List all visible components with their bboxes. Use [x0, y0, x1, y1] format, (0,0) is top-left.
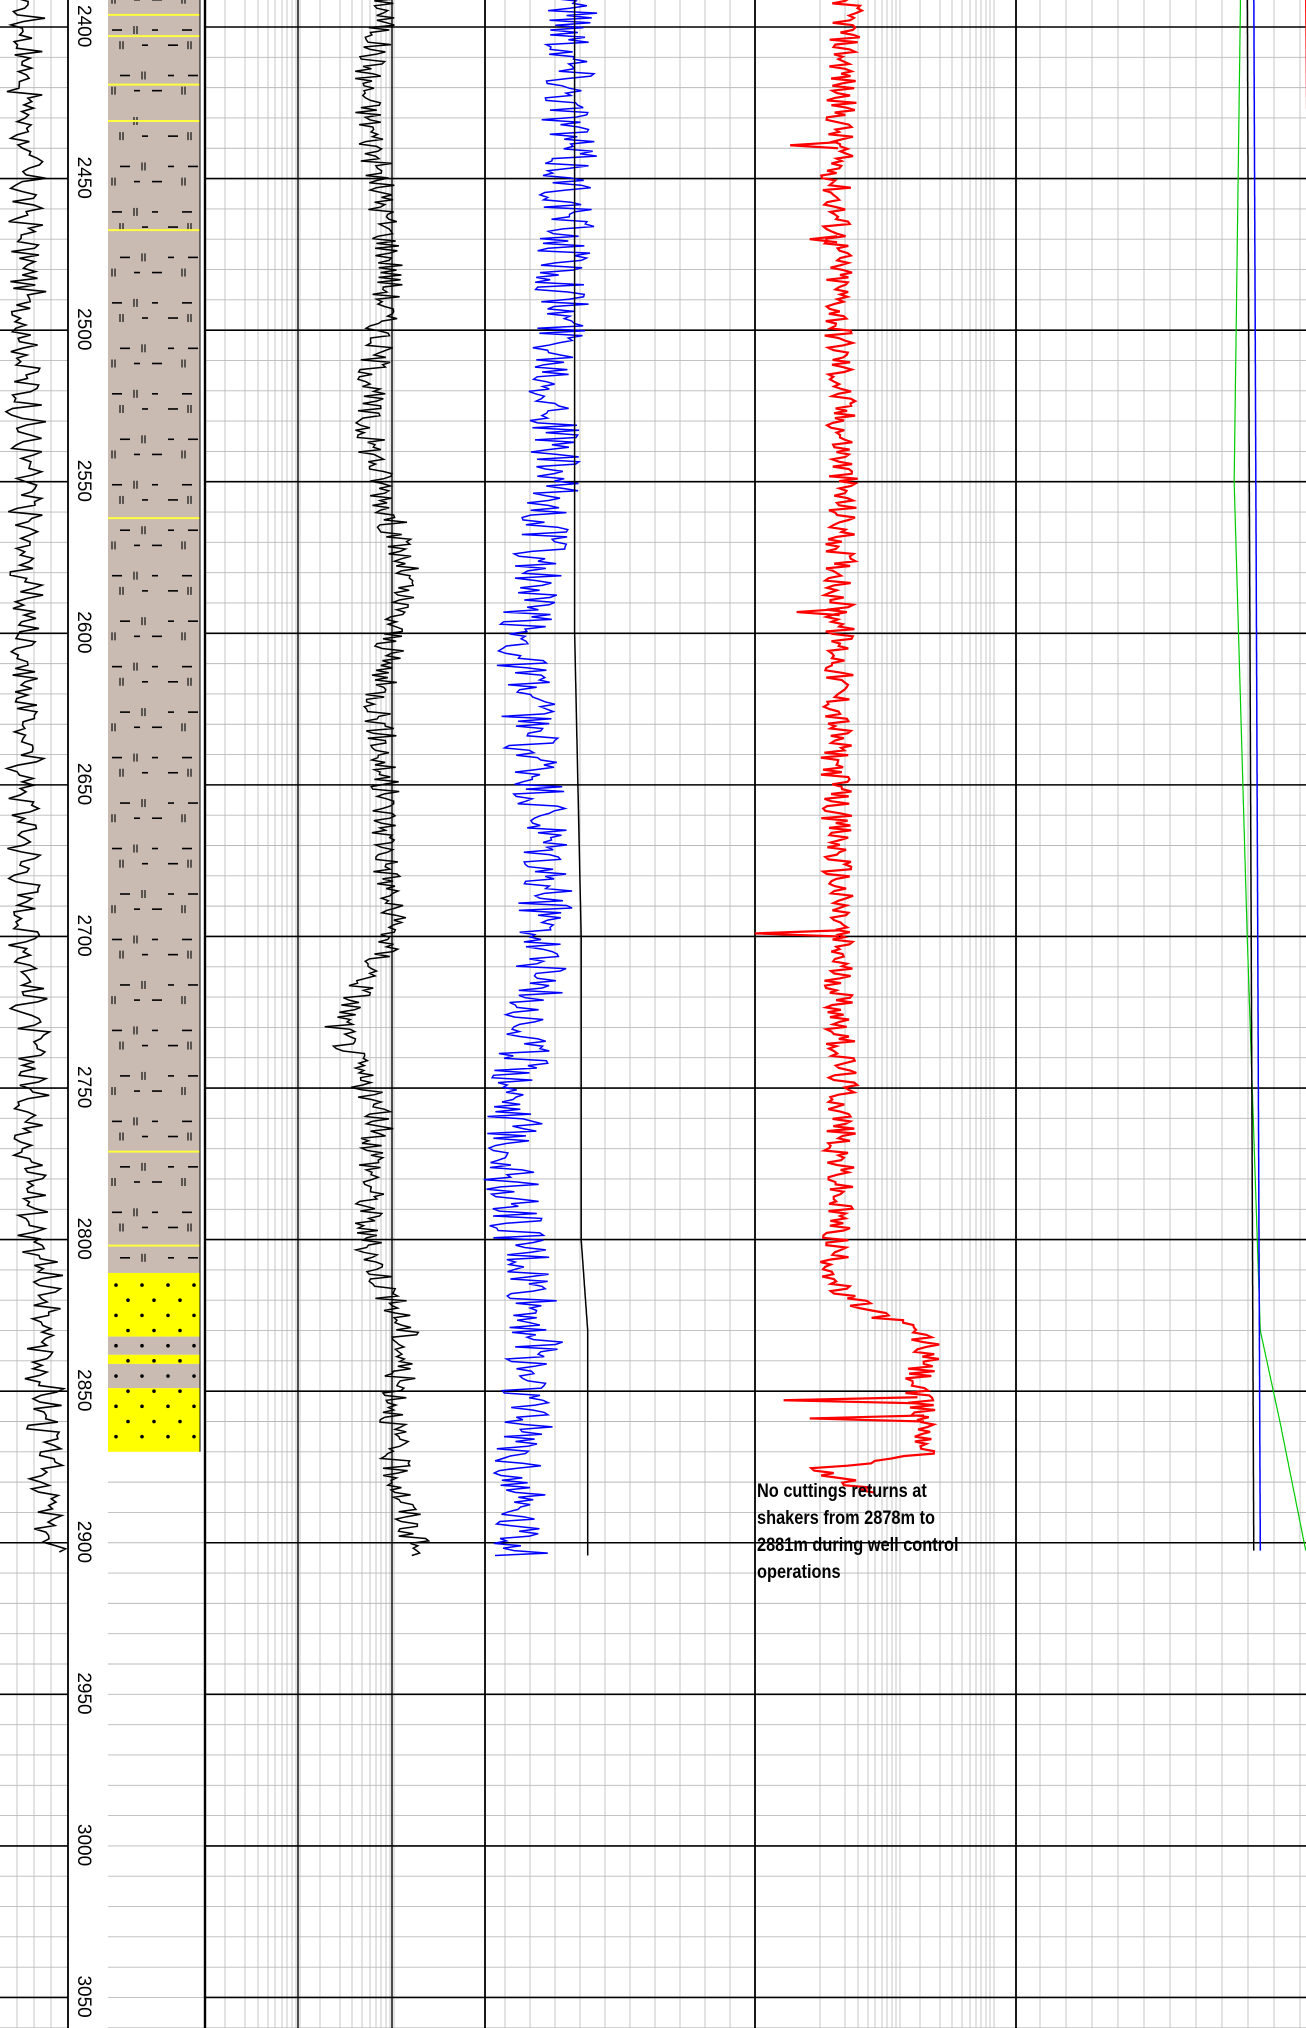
sand-dot: [192, 1313, 196, 1318]
curve-green: [1233, 0, 1306, 1551]
sand-dot: [178, 1389, 182, 1393]
curve-black: [1246, 0, 1255, 1551]
rop-curve: [4, 0, 68, 1553]
red-spike: [783, 1396, 918, 1405]
sand-dot: [166, 1434, 170, 1439]
lithology-shale: [108, 1363, 200, 1389]
sand-dot: [152, 1298, 156, 1303]
curve-black: [573, 0, 589, 1556]
lithology-sand: [108, 1279, 200, 1337]
depth-label-2700: 2700: [73, 914, 94, 956]
depth-label-2650: 2650: [73, 763, 94, 805]
sand-dot: [114, 1283, 118, 1287]
sand-dot: [178, 1298, 182, 1303]
cuttings-annotation: No cuttings returns at shakers from 2878…: [757, 1481, 959, 1583]
curve-red: [808, 0, 940, 1494]
sand-dot: [192, 1343, 196, 1348]
sand-dot: [126, 1389, 130, 1393]
sand-dot: [152, 1328, 156, 1333]
sand-dot: [114, 1313, 118, 1318]
sand-dot: [152, 1389, 156, 1393]
depth-label-3050: 3050: [73, 1975, 94, 2017]
depth-label-2800: 2800: [73, 1218, 94, 1260]
depth-label-2450: 2450: [73, 157, 94, 199]
curve-black: [324, 0, 431, 1557]
lithology-shale: [108, 1336, 200, 1355]
depth-label-2500: 2500: [73, 308, 94, 350]
lithology-column: [108, 0, 201, 1452]
depth-label-2600: 2600: [73, 611, 94, 653]
sand-dot: [140, 1343, 144, 1348]
sand-dot: [192, 1404, 196, 1409]
sand-dot: [140, 1283, 144, 1287]
red-spike: [754, 929, 840, 938]
curve-blue: [483, 0, 598, 1557]
sand-dot: [140, 1374, 144, 1378]
sand-dot: [126, 1359, 130, 1363]
sand-dot: [192, 1283, 196, 1287]
sand-dot: [126, 1328, 130, 1333]
sand-dot: [140, 1404, 144, 1409]
depth-label-2900: 2900: [73, 1521, 94, 1563]
track-borders: [67, 0, 1017, 2028]
depth-label-3000: 3000: [73, 1824, 94, 1866]
depth-labels: 2400 2450 2500 2550 2600 2650 2700 2750 2800 2850…: [73, 5, 94, 2018]
lithology-sand: [108, 1272, 200, 1280]
sand-dot: [152, 1419, 156, 1424]
red-spike: [796, 607, 840, 617]
depth-label-2750: 2750: [73, 1066, 94, 1108]
sand-dot: [126, 1298, 130, 1303]
red-spike: [809, 1414, 925, 1423]
log-curves: [324, 0, 1306, 1557]
depth-label-2850: 2850: [73, 1369, 94, 1411]
sand-dot: [114, 1434, 118, 1439]
sand-dot: [166, 1404, 170, 1409]
sand-dot: [192, 1434, 196, 1439]
red-spike: [790, 141, 839, 150]
sand-dot: [178, 1419, 182, 1424]
sand-dot: [152, 1359, 156, 1363]
sand-dot: [114, 1343, 118, 1348]
sand-dot: [140, 1434, 144, 1439]
sand-dot: [178, 1359, 182, 1363]
sand-dot: [166, 1343, 170, 1348]
curve-blue: [1253, 0, 1262, 1551]
red-spike: [809, 235, 838, 244]
sand-dot: [166, 1313, 170, 1318]
sand-dot: [126, 1419, 130, 1424]
rop-line: [4, 0, 68, 1553]
sand-dot: [166, 1283, 170, 1287]
sand-dot: [140, 1313, 144, 1318]
sand-dot: [114, 1374, 118, 1378]
sand-dot: [178, 1328, 182, 1333]
sand-dot: [192, 1374, 196, 1378]
depth-label-2550: 2550: [73, 460, 94, 502]
depth-label-2400: 2400: [73, 5, 94, 47]
sand-dot: [166, 1374, 170, 1378]
sand-dot: [114, 1404, 118, 1409]
depth-label-2950: 2950: [73, 1672, 94, 1714]
